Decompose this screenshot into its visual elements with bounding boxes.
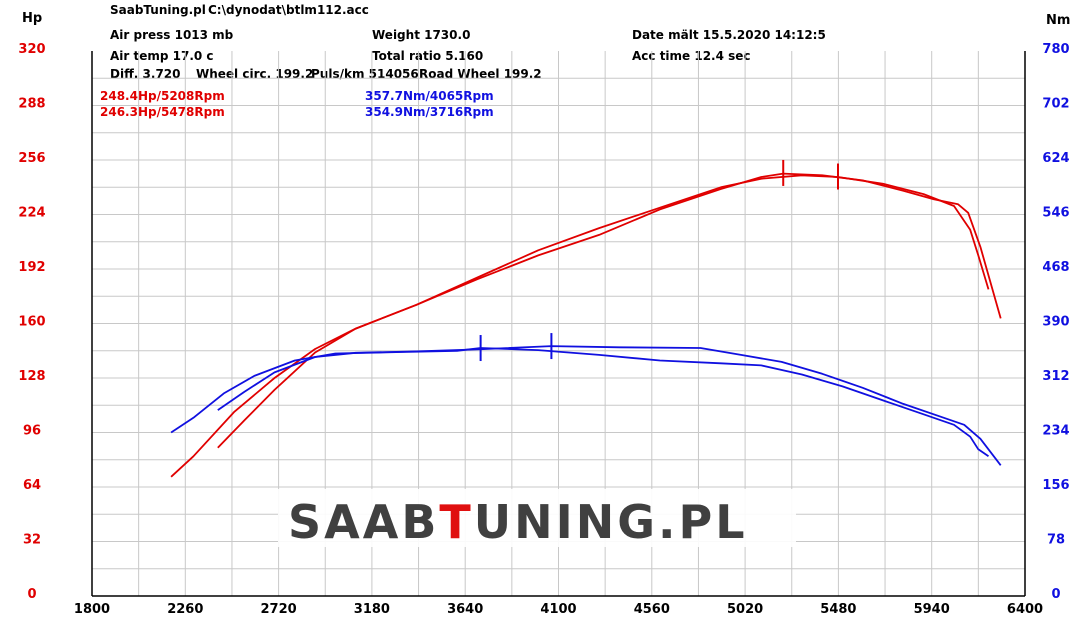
y-left-tick-label: 256 (18, 151, 45, 166)
x-tick-label: 6400 (1007, 602, 1043, 617)
saabtuning-logo: SAABTUNING.PL (278, 489, 796, 549)
power-curve-1 (170, 174, 990, 478)
header-info: SaabTuning.pl C:\dynodat\btlm112.acc Air… (110, 3, 826, 81)
puls-km: Puls/km 514056 (311, 67, 419, 81)
y-right-tick-label: 780 (1042, 42, 1069, 57)
date-measured: Date mält 15.5.2020 14:12:5 (632, 28, 826, 42)
y-right-tick-label: 546 (1042, 206, 1069, 221)
y-left-tick-label: 320 (18, 42, 45, 57)
road-wheel: Road Wheel 199.2 (419, 67, 542, 81)
y-left-label: Hp (22, 11, 42, 26)
y-left-tick-label: 0 (27, 587, 36, 602)
y-left-tick-label: 160 (18, 315, 45, 330)
svg-text:SAABTUNING.PL: SAABTUNING.PL (288, 495, 748, 549)
power-curve-2 (217, 172, 1002, 449)
y-right-label: Nm (1046, 13, 1070, 28)
y-right-tick-label: 78 (1047, 533, 1065, 548)
annotation-hp-1: 248.4Hp/5208Rpm (100, 89, 225, 103)
torque-curve-4 (217, 345, 1002, 466)
x-tick-label: 3640 (447, 602, 483, 617)
wheel-circ: Wheel circ. 199.2 (196, 67, 313, 81)
y-right-tick-label: 234 (1042, 424, 1069, 439)
x-tick-label: 4560 (634, 602, 670, 617)
y-left-tick-label: 288 (18, 97, 45, 112)
series-group (170, 172, 1002, 478)
air-temp: Air temp 17.0 c (110, 49, 214, 63)
y-right-tick-label: 0 (1051, 587, 1060, 602)
x-tick-label: 5940 (914, 602, 950, 617)
x-tick-label: 5480 (820, 602, 856, 617)
y-right-tick-label: 312 (1042, 369, 1069, 384)
peak-markers (479, 159, 839, 362)
x-tick-label: 1800 (74, 602, 110, 617)
x-tick-label: 3180 (354, 602, 390, 617)
total-ratio: Total ratio 5.160 (372, 49, 483, 63)
x-tick-label: 2260 (167, 602, 203, 617)
annotation-nm-2: 354.9Nm/3716Rpm (365, 105, 494, 119)
y-left-tick-label: 224 (18, 206, 45, 221)
diff: Diff. 3.720 (110, 67, 181, 81)
tick-labels: 1800 2260 2720 3180 3640 4100 4560 5020 5480 5940… (18, 42, 1069, 617)
file-path: C:\dynodat\btlm112.acc (208, 3, 369, 17)
y-right-tick-label: 702 (1042, 97, 1069, 112)
x-tick-label: 2720 (261, 602, 297, 617)
y-right-tick-label: 624 (1042, 151, 1069, 166)
annotation-nm-1: 357.7Nm/4065Rpm (365, 89, 494, 103)
site-name: SaabTuning.pl (110, 3, 206, 17)
y-right-tick-label: 156 (1042, 478, 1069, 493)
weight: Weight 1730.0 (372, 28, 470, 42)
y-right-tick-label: 468 (1042, 260, 1069, 275)
annotation-hp-2: 246.3Hp/5478Rpm (100, 105, 225, 119)
x-tick-label: 4100 (540, 602, 576, 617)
axes (91, 51, 1026, 597)
y-left-tick-label: 128 (18, 369, 45, 384)
air-press: Air press 1013 mb (110, 28, 234, 42)
x-tick-label: 5020 (727, 602, 763, 617)
y-left-tick-label: 192 (18, 260, 45, 275)
y-left-tick-label: 32 (23, 533, 41, 548)
torque-curve-3 (170, 347, 990, 458)
y-right-tick-label: 390 (1042, 315, 1069, 330)
peak-annotations: 248.4Hp/5208Rpm 246.3Hp/5478Rpm 357.7Nm/… (100, 89, 494, 119)
y-left-tick-label: 96 (23, 424, 41, 439)
acc-time: Acc time 12.4 sec (632, 49, 751, 63)
y-left-tick-label: 64 (23, 478, 41, 493)
